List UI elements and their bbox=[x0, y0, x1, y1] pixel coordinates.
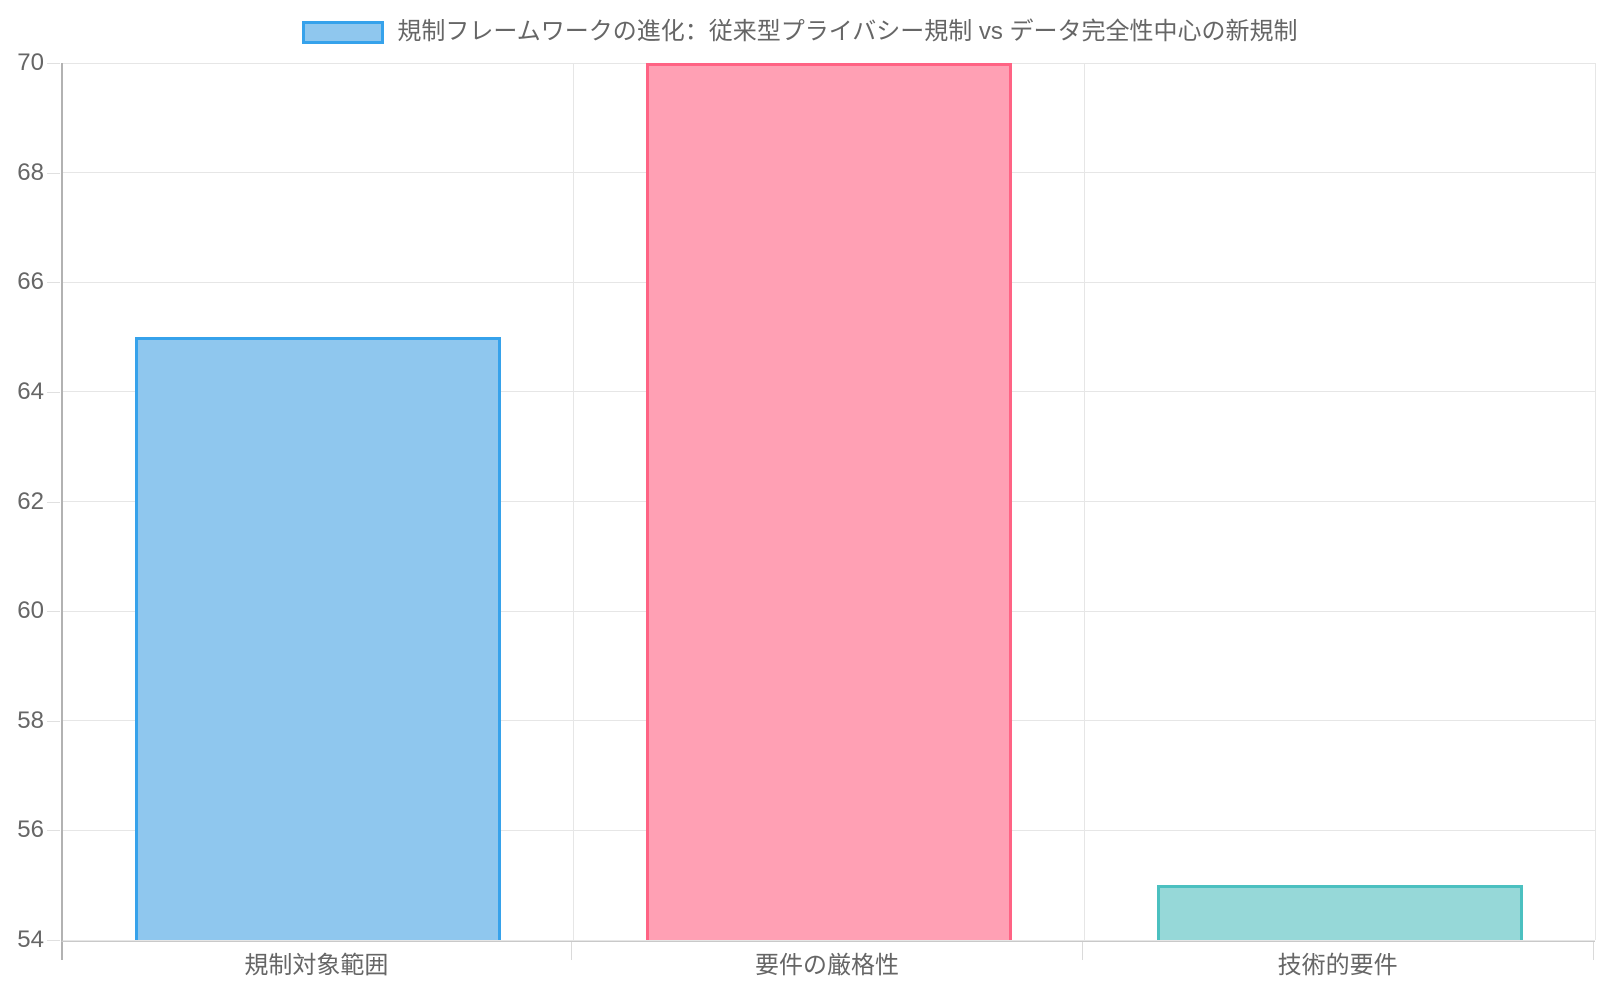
y-axis-tick bbox=[47, 391, 60, 393]
y-axis-tick bbox=[47, 501, 60, 503]
x-axis-tick bbox=[1592, 942, 1594, 960]
y-axis-tick bbox=[47, 282, 60, 284]
legend-swatch-icon bbox=[302, 20, 385, 44]
y-tick-label-66: 66 bbox=[17, 268, 44, 296]
y-tick-label-70: 70 bbox=[17, 49, 44, 76]
bar-規制対象範囲[interactable] bbox=[135, 337, 501, 940]
y-axis-tick bbox=[47, 720, 60, 722]
y-axis-tick bbox=[47, 611, 60, 613]
y-axis-tick bbox=[47, 940, 60, 941]
y-axis-tick bbox=[47, 63, 60, 64]
x-axis-tick bbox=[60, 942, 63, 960]
gridline-h-54 bbox=[63, 939, 1595, 941]
bar-技術的要件[interactable] bbox=[1157, 885, 1523, 940]
category-label-3: 技術的要件 bbox=[1277, 952, 1398, 979]
gridline-v bbox=[1083, 63, 1085, 940]
y-axis-tick bbox=[47, 172, 60, 174]
gridline-v bbox=[1594, 63, 1596, 940]
legend[interactable]: 規制フレームワークの進化：従来型プライバシー規制 vs データ完全性中心の新規制 bbox=[0, 14, 1600, 50]
gridline-v bbox=[573, 63, 575, 940]
y-tick-label-68: 68 bbox=[17, 158, 44, 186]
legend-label: 規制フレームワークの進化：従来型プライバシー規制 vs データ完全性中心の新規制 bbox=[397, 18, 1298, 45]
y-tick-label-54: 54 bbox=[17, 926, 44, 953]
x-axis-tick bbox=[1081, 942, 1083, 960]
category-label-1: 規制対象範囲 bbox=[244, 952, 389, 979]
x-axis-tick bbox=[571, 942, 573, 960]
y-tick-label-64: 64 bbox=[17, 377, 44, 405]
bar-要件の厳格性[interactable] bbox=[646, 63, 1012, 940]
y-axis-tick bbox=[47, 830, 60, 832]
category-label-2: 要件の厳格性 bbox=[755, 952, 899, 979]
y-tick-label-58: 58 bbox=[17, 706, 44, 734]
plot-area bbox=[61, 62, 1596, 942]
y-tick-label-60: 60 bbox=[17, 597, 44, 625]
y-tick-label-56: 56 bbox=[17, 816, 44, 844]
y-tick-label-62: 62 bbox=[17, 487, 44, 515]
